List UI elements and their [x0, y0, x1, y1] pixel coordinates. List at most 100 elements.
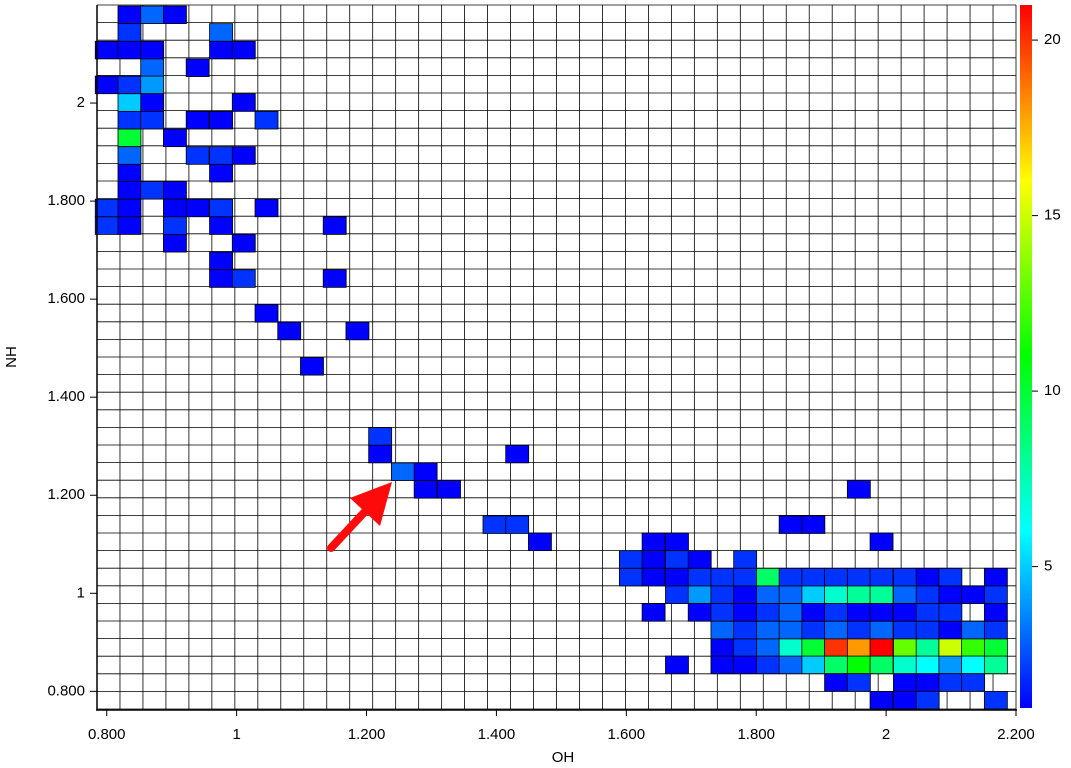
heat-cell	[687, 550, 712, 569]
colorbar-tick-label: 15	[1044, 207, 1061, 224]
heat-cell	[824, 655, 848, 675]
heat-cell	[824, 567, 848, 587]
heat-cell	[846, 567, 871, 587]
heat-cell	[413, 480, 438, 499]
y-tick-label: 1.200	[47, 486, 85, 503]
heat-cell	[961, 620, 986, 640]
heat-cell	[915, 585, 940, 604]
heat-cell	[209, 216, 233, 235]
heat-cell	[163, 198, 187, 218]
heat-cell	[869, 638, 894, 657]
y-tick-label: 0.800	[47, 682, 85, 699]
x-tick-label: 1.200	[348, 726, 386, 743]
heat-cell	[140, 93, 165, 112]
heat-cell	[140, 58, 165, 77]
heat-cell	[209, 251, 233, 271]
ticks: 0.800 1 1.200 1.400 1.600 1.800 2 2.200 0.800 1 1.…	[47, 31, 1060, 743]
heat-cell	[915, 603, 940, 622]
heat-cell	[983, 690, 1008, 710]
heat-cell	[983, 620, 1008, 640]
heat-cell	[893, 673, 917, 692]
cells	[94, 5, 1008, 710]
heat-cell	[801, 567, 826, 587]
heat-cell	[117, 216, 142, 235]
heat-cell	[756, 603, 780, 622]
heat-cell	[869, 620, 894, 640]
heat-cell	[869, 655, 894, 675]
heat-cell	[117, 181, 142, 200]
heat-cell	[710, 655, 735, 675]
heat-cell	[140, 111, 165, 130]
heat-cell	[893, 690, 917, 710]
heat-cell	[231, 234, 256, 253]
heat-cell	[117, 5, 142, 25]
heat-cell	[231, 40, 256, 60]
colorbar-tick-label: 10	[1044, 382, 1061, 399]
heat-cell	[163, 128, 187, 148]
heat-cell	[209, 23, 233, 42]
x-tick-label: 0.800	[88, 726, 126, 743]
heat-cell	[846, 655, 871, 675]
heat-cell	[117, 75, 142, 95]
heat-cell	[665, 655, 689, 675]
heat-cell	[277, 321, 302, 341]
heat-cell	[94, 75, 119, 95]
heat-cell	[140, 40, 165, 60]
heat-cell	[869, 532, 894, 552]
heat-cell	[893, 638, 917, 657]
heat-cell	[778, 585, 803, 604]
heat-cell	[209, 146, 233, 165]
x-tick-label: 2	[882, 726, 890, 743]
heat-cell	[938, 638, 963, 657]
heat-cell	[185, 111, 210, 130]
heat-cell	[687, 567, 712, 587]
heat-cell	[733, 550, 758, 569]
heat-cell	[687, 603, 712, 622]
heat-cell	[869, 567, 894, 587]
heat-cell	[983, 567, 1008, 587]
heat-cell	[938, 620, 963, 640]
heat-cell	[117, 40, 142, 60]
heat-cell	[185, 146, 210, 165]
heat-cell	[368, 444, 393, 464]
heat-cell	[915, 620, 940, 640]
x-tick-label: 2.200	[997, 726, 1035, 743]
heat-cell	[869, 603, 894, 622]
heat-cell	[710, 567, 735, 587]
heat-cell	[618, 567, 643, 587]
heat-cell	[163, 216, 187, 235]
heat-cell	[893, 567, 917, 587]
heat-cell	[801, 620, 826, 640]
heat-cell	[961, 655, 986, 675]
heat-cell	[94, 216, 119, 235]
heat-cell	[710, 603, 735, 622]
heat-cell	[733, 567, 758, 587]
heat-cell	[915, 567, 940, 587]
heat-cell	[231, 146, 256, 165]
heat-cell	[345, 321, 370, 341]
y-tick-label: 1.800	[47, 192, 85, 209]
heat-cell	[322, 216, 347, 235]
heat-cell	[710, 585, 735, 604]
heat-cell	[733, 655, 758, 675]
y-tick-label: 2	[77, 94, 85, 111]
heat-cell	[961, 638, 986, 657]
heat-cell	[961, 673, 986, 692]
arrow-head	[350, 482, 392, 526]
heat-cell	[733, 638, 758, 657]
colorbar-tick-label: 20	[1044, 31, 1061, 48]
heat-cell	[665, 550, 689, 569]
heat-cell	[117, 163, 142, 183]
heat-cell	[117, 23, 142, 42]
heat-cell	[641, 550, 666, 569]
heat-cell	[938, 567, 963, 587]
heat-cell	[117, 128, 142, 148]
heat-cell	[846, 638, 871, 657]
x-tick-label: 1.800	[737, 726, 775, 743]
heat-cell	[413, 462, 438, 481]
heat-cell	[733, 585, 758, 604]
heat-cell	[938, 655, 963, 675]
heat-cell	[687, 585, 712, 604]
heat-cell	[618, 550, 643, 569]
heat-cell	[94, 40, 119, 60]
